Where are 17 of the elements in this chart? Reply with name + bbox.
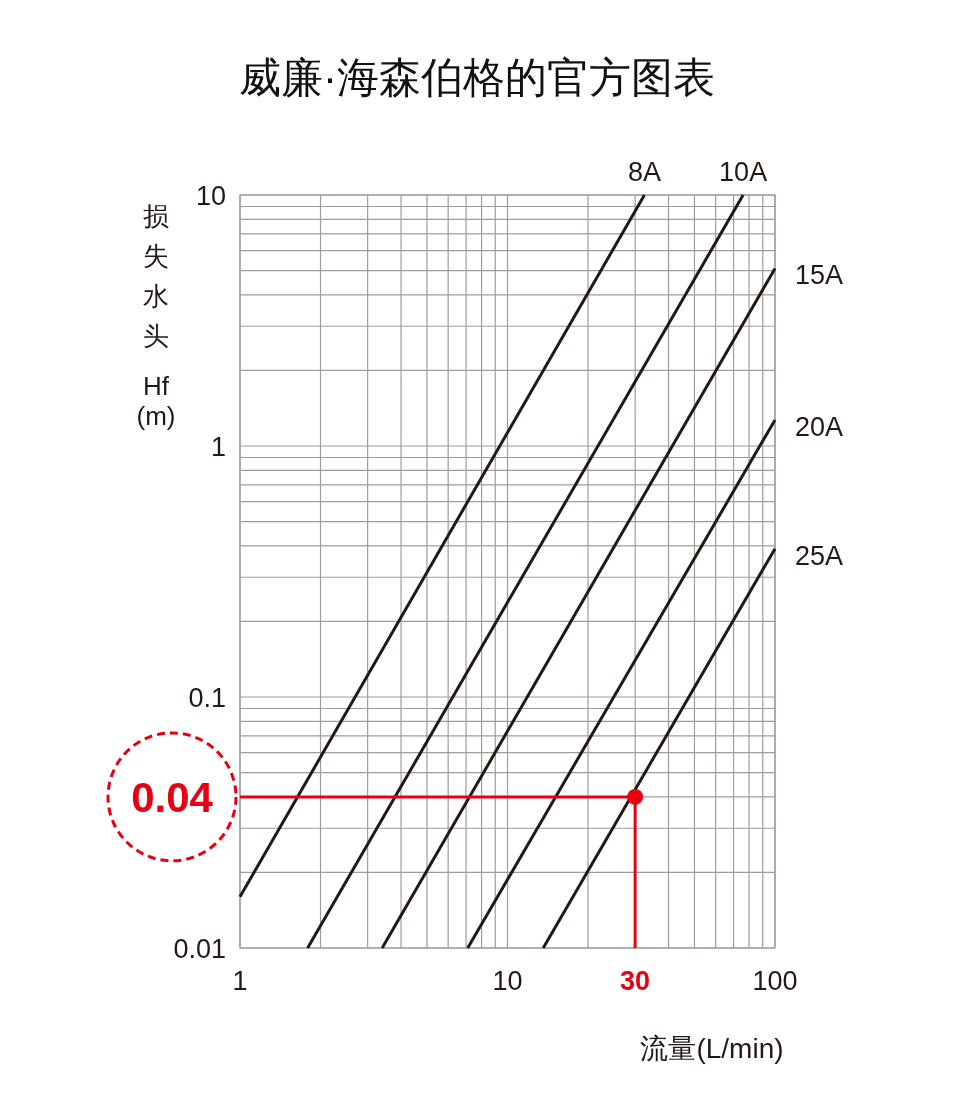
y-tick-label: 0.1 xyxy=(188,683,226,713)
chart-title: 威廉·海森伯格的官方图表 xyxy=(239,54,715,101)
y-tick-label: 10 xyxy=(195,181,226,211)
y-axis-title: 损失水头 Hf (m) xyxy=(136,201,176,431)
series-label: 15A xyxy=(795,260,844,291)
series-label: 8A xyxy=(627,157,661,187)
x-tick-label: 100 xyxy=(752,966,798,996)
series-label: 25A xyxy=(795,540,844,571)
annotation: 0.04 xyxy=(131,773,214,821)
annotation: 30 xyxy=(620,966,651,996)
series-label: 10A xyxy=(719,157,768,187)
x-tick-label: 10 xyxy=(492,966,523,996)
series-label: 20A xyxy=(795,411,844,442)
y-tick-label: 1 xyxy=(210,432,226,462)
x-tick-label: 1 xyxy=(232,966,248,996)
y-tick-label: 0.01 xyxy=(173,934,226,964)
x-axis-title: 流量(L/min) xyxy=(640,1033,784,1064)
